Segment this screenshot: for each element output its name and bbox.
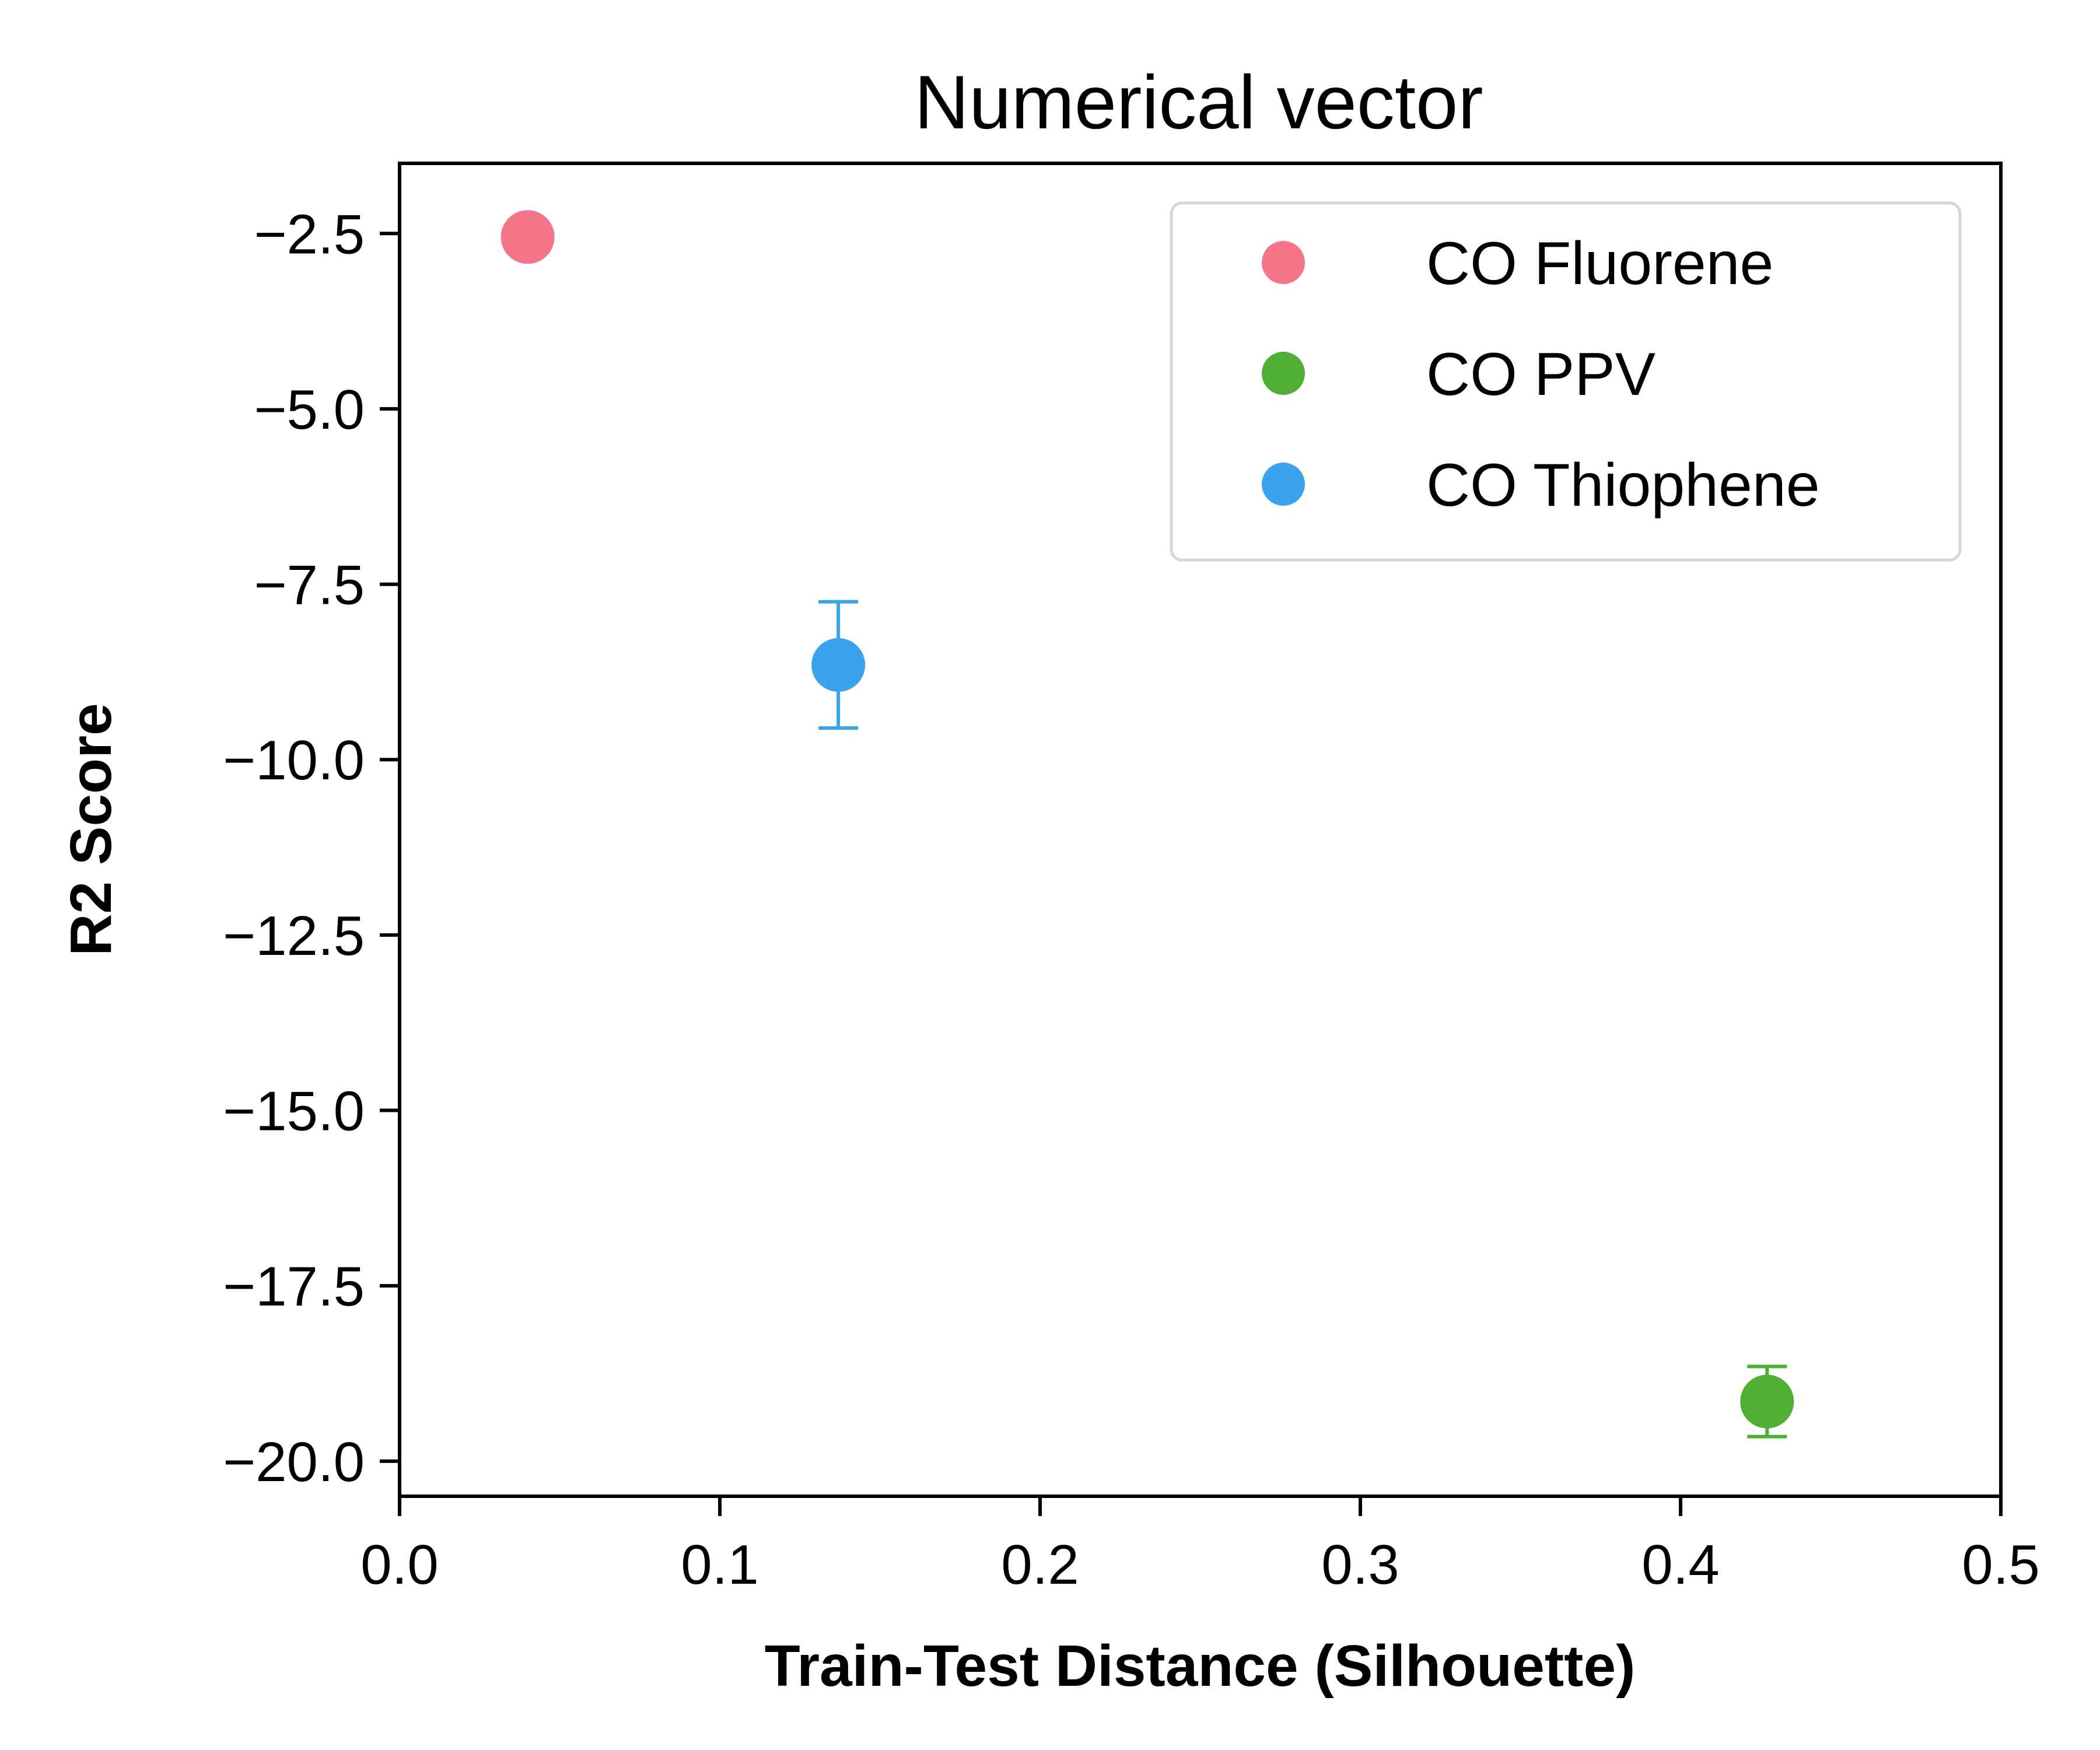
y-tick-label: −7.5 (254, 554, 365, 617)
legend-marker (1262, 241, 1305, 284)
legend-label: CO PPV (1426, 341, 1656, 408)
plot-area-frame (398, 162, 2003, 1498)
legend-label: CO Thiophene (1426, 452, 1820, 519)
y-axis-title: R2 Score (58, 703, 124, 956)
y-tick-label: −10.0 (223, 729, 365, 792)
legend: CO Fluorene CO PPV CO Thiophene (1170, 201, 1962, 562)
y-tick-label: −2.5 (254, 203, 365, 265)
x-axis-title: Train-Test Distance (Silhouette) (765, 1633, 1636, 1699)
legend-marker (1262, 352, 1305, 395)
legend-box (1170, 201, 1962, 562)
legend-label: CO Fluorene (1426, 230, 1773, 298)
x-tick-label: 0.3 (1321, 1534, 1399, 1596)
x-tick-label: 0.1 (681, 1534, 758, 1596)
legend-marker (1262, 463, 1305, 506)
y-tick-label: −5.0 (254, 379, 365, 441)
y-tick-label: −15.0 (223, 1080, 365, 1143)
x-axis-ticks: 0.0 0.1 0.2 0.3 0.4 0.5 (360, 1496, 2040, 1596)
x-tick-label: 0.4 (1642, 1534, 1719, 1596)
data-point (501, 210, 555, 264)
y-axis-ticks: −2.5 −5.0 −7.5 −10.0 −12.5 −15.0 −17.5 −20.0 (223, 203, 400, 1493)
y-tick-label: −17.5 (223, 1255, 365, 1318)
data-point (811, 638, 866, 692)
data-points (501, 210, 1794, 1438)
y-tick-label: −12.5 (223, 905, 365, 967)
x-tick-label: 0.2 (1001, 1534, 1079, 1596)
data-point (1740, 1374, 1794, 1429)
chart-title: Numerical vector (914, 60, 1483, 145)
y-tick-label: −20.0 (223, 1431, 365, 1493)
x-tick-label: 0.5 (1962, 1534, 2039, 1596)
x-tick-label: 0.0 (360, 1534, 438, 1596)
